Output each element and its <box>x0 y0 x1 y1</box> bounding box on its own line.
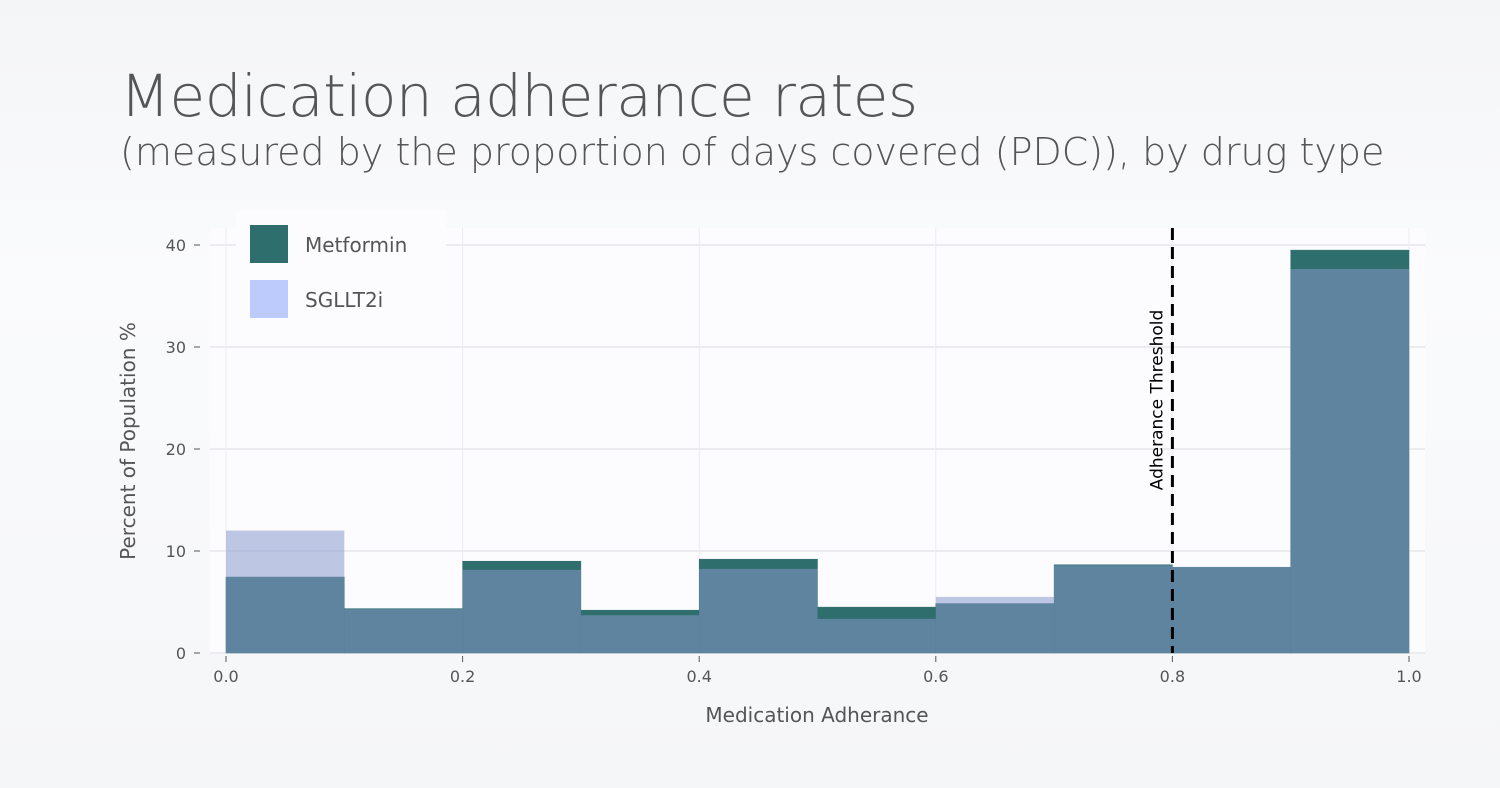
bar-sgllt2i-8 <box>1172 566 1291 653</box>
threshold-label: Adherance Threshold <box>1147 310 1167 491</box>
x-tick-label: 0.6 <box>923 667 948 686</box>
x-tick-label: 0.2 <box>450 667 475 686</box>
y-tick-label: 20 <box>166 440 186 459</box>
bar-sgllt2i-4 <box>699 568 818 653</box>
x-tick-label: 0.8 <box>1160 667 1185 686</box>
bar-sgllt2i-7 <box>1054 565 1173 653</box>
legend-swatch-metformin <box>250 225 288 263</box>
y-tick-label: 30 <box>166 338 186 357</box>
y-tick-label: 0 <box>176 644 186 663</box>
bar-sgllt2i-3 <box>580 615 700 653</box>
chart-subtitle: (measured by the proportion of days cove… <box>120 130 1385 174</box>
y-axis-label: Percent of Population % <box>116 322 140 560</box>
y-tick-label: 10 <box>166 542 186 561</box>
x-tick-label: 0.0 <box>213 667 238 686</box>
y-tick-label: 40 <box>166 236 186 255</box>
legend-label-sgllt2i: SGLLT2i <box>305 288 383 312</box>
x-axis-label: Medication Adherance <box>705 703 928 727</box>
bar-sgllt2i-0 <box>226 530 345 653</box>
x-tick-label: 0.4 <box>686 667 711 686</box>
x-tick-label: 1.0 <box>1396 667 1421 686</box>
legend: Metformin SGLLT2i <box>236 210 446 332</box>
bar-sgllt2i-9 <box>1290 268 1409 653</box>
bar-sgllt2i-5 <box>817 618 936 653</box>
legend-label-metformin: Metformin <box>305 233 407 257</box>
chart-title: Medication adherance rates <box>120 62 918 130</box>
bar-sgllt2i-1 <box>344 609 463 653</box>
bar-sgllt2i-2 <box>462 569 581 653</box>
bar-sgllt2i-6 <box>935 596 1055 653</box>
legend-swatch-sgllt2i <box>250 280 288 318</box>
